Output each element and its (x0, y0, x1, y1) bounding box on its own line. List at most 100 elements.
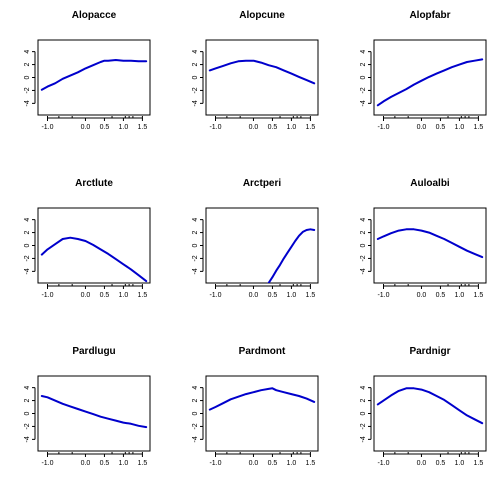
x-tick-label: 1.5 (138, 460, 148, 467)
x-tick-label: -1.0 (209, 124, 221, 131)
x-tick-label: 1.5 (138, 292, 148, 299)
x-tick-label: 0.5 (436, 292, 446, 299)
panel-pardlugu: Pardlugu -1.0 0.0 0.5 1.0 1.5 -4 -2 0 2 4 (24, 346, 151, 467)
x-tick-label: 0.0 (81, 460, 91, 467)
x-tick-label: 1.0 (455, 460, 465, 467)
panel-title: Arctlute (75, 178, 113, 189)
y-tick-label: -4 (360, 436, 367, 442)
x-tick-label: 1.0 (287, 124, 297, 131)
y-tick-label: 0 (24, 411, 31, 415)
panel-title: Alopfabr (409, 10, 450, 21)
y-tick-label: 2 (192, 399, 199, 403)
plot-frame (205, 207, 319, 284)
y-tick-label: -4 (192, 436, 199, 442)
y-tick-label: 2 (192, 63, 199, 67)
x-tick-label: -1.0 (377, 124, 389, 131)
x-tick-label: 0.0 (81, 124, 91, 131)
x-tick-label: 0.0 (249, 124, 259, 131)
panel-alopfabr: Alopfabr -1.0 0.0 0.5 1.0 1.5 -4 -2 0 2 4 (360, 10, 487, 131)
x-tick-label: 0.5 (436, 124, 446, 131)
response-curve (267, 228, 316, 283)
x-tick-label: 1.5 (306, 292, 316, 299)
panel-title: Arctperi (243, 178, 282, 189)
x-tick-label: 1.0 (119, 460, 129, 467)
y-tick-label: 4 (192, 50, 199, 54)
y-tick-label: 2 (360, 399, 367, 403)
y-tick-label: -4 (24, 268, 31, 274)
x-tick-label: 1.5 (306, 124, 316, 131)
x-tick-label: -1.0 (209, 292, 221, 299)
y-tick-label: 0 (192, 411, 199, 415)
y-tick-label: 4 (192, 386, 199, 390)
x-tick-label: 0.0 (417, 460, 427, 467)
y-tick-label: -4 (192, 268, 199, 274)
y-tick-label: 0 (192, 75, 199, 79)
x-tick-label: 1.0 (119, 124, 129, 131)
panel-alopacce: Alopacce -1.0 0.0 0.5 1.0 1.5 -4 -2 0 2 4 (24, 10, 151, 131)
x-tick-label: 1.0 (287, 460, 297, 467)
x-tick-label: -1.0 (41, 292, 53, 299)
x-tick-label: -1.0 (209, 460, 221, 467)
x-tick-label: 0.0 (81, 292, 91, 299)
x-tick-label: 0.5 (100, 292, 110, 299)
response-curve (376, 387, 484, 425)
y-tick-label: -4 (360, 268, 367, 274)
y-tick-label: -2 (24, 87, 31, 93)
y-tick-label: -2 (24, 255, 31, 261)
y-tick-label: 4 (360, 218, 367, 222)
x-tick-label: 1.5 (474, 460, 484, 467)
y-tick-label: 4 (192, 218, 199, 222)
y-tick-label: -4 (192, 100, 199, 106)
panel-alopcune: Alopcune -1.0 0.0 0.5 1.0 1.5 -4 -2 0 2 4 (192, 10, 319, 131)
panel-title: Pardmont (239, 346, 286, 357)
x-tick-label: 1.0 (455, 124, 465, 131)
x-tick-label: 0.5 (268, 460, 278, 467)
plot-frame (205, 39, 319, 116)
y-tick-label: 0 (24, 75, 31, 79)
y-tick-label: 2 (24, 399, 31, 403)
y-tick-label: 2 (24, 231, 31, 235)
y-tick-label: -2 (192, 255, 199, 261)
x-tick-label: 1.5 (474, 292, 484, 299)
y-tick-label: -2 (192, 423, 199, 429)
x-tick-label: -1.0 (377, 292, 389, 299)
panel-title: Pardlugu (72, 346, 115, 357)
y-tick-label: 4 (360, 386, 367, 390)
y-tick-label: -4 (360, 100, 367, 106)
y-tick-label: 4 (24, 218, 31, 222)
panel-pardnigr: Pardnigr -1.0 0.0 0.5 1.0 1.5 -4 -2 0 2 4 (360, 346, 487, 467)
panel-arctlute: Arctlute -1.0 0.0 0.5 1.0 1.5 -4 -2 0 2 4 (24, 178, 151, 299)
panel-pardmont: Pardmont -1.0 0.0 0.5 1.0 1.5 -4 -2 0 2 4 (192, 346, 319, 467)
y-tick-label: 4 (24, 50, 31, 54)
plot-frame (373, 375, 487, 452)
response-curve (208, 59, 316, 85)
y-tick-label: 4 (24, 386, 31, 390)
x-tick-label: 0.0 (417, 292, 427, 299)
x-tick-label: 0.5 (268, 124, 278, 131)
y-tick-label: 0 (24, 243, 31, 247)
response-curve (208, 387, 316, 411)
y-tick-label: 0 (192, 243, 199, 247)
y-tick-label: 0 (360, 243, 367, 247)
x-tick-label: 0.5 (268, 292, 278, 299)
plot-frame (37, 207, 151, 284)
y-tick-label: -2 (192, 87, 199, 93)
x-tick-label: 0.0 (249, 292, 259, 299)
panel-title: Alopacce (72, 10, 117, 21)
x-tick-label: 1.5 (138, 124, 148, 131)
response-curve (40, 395, 148, 429)
y-tick-label: -2 (360, 423, 367, 429)
x-tick-label: -1.0 (41, 124, 53, 131)
y-tick-label: -2 (360, 87, 367, 93)
panel-arctperi: Arctperi -1.0 0.0 0.5 1.0 1.5 -4 -2 0 2 4 (192, 178, 319, 299)
x-tick-label: 1.0 (455, 292, 465, 299)
response-curve (376, 58, 484, 107)
x-tick-label: 0.0 (249, 460, 259, 467)
y-tick-label: -2 (360, 255, 367, 261)
y-tick-label: -4 (24, 436, 31, 442)
x-tick-label: -1.0 (377, 460, 389, 467)
y-tick-label: 0 (360, 411, 367, 415)
x-tick-label: 0.5 (436, 460, 446, 467)
plot-frame (373, 207, 487, 284)
response-curve (40, 59, 148, 91)
